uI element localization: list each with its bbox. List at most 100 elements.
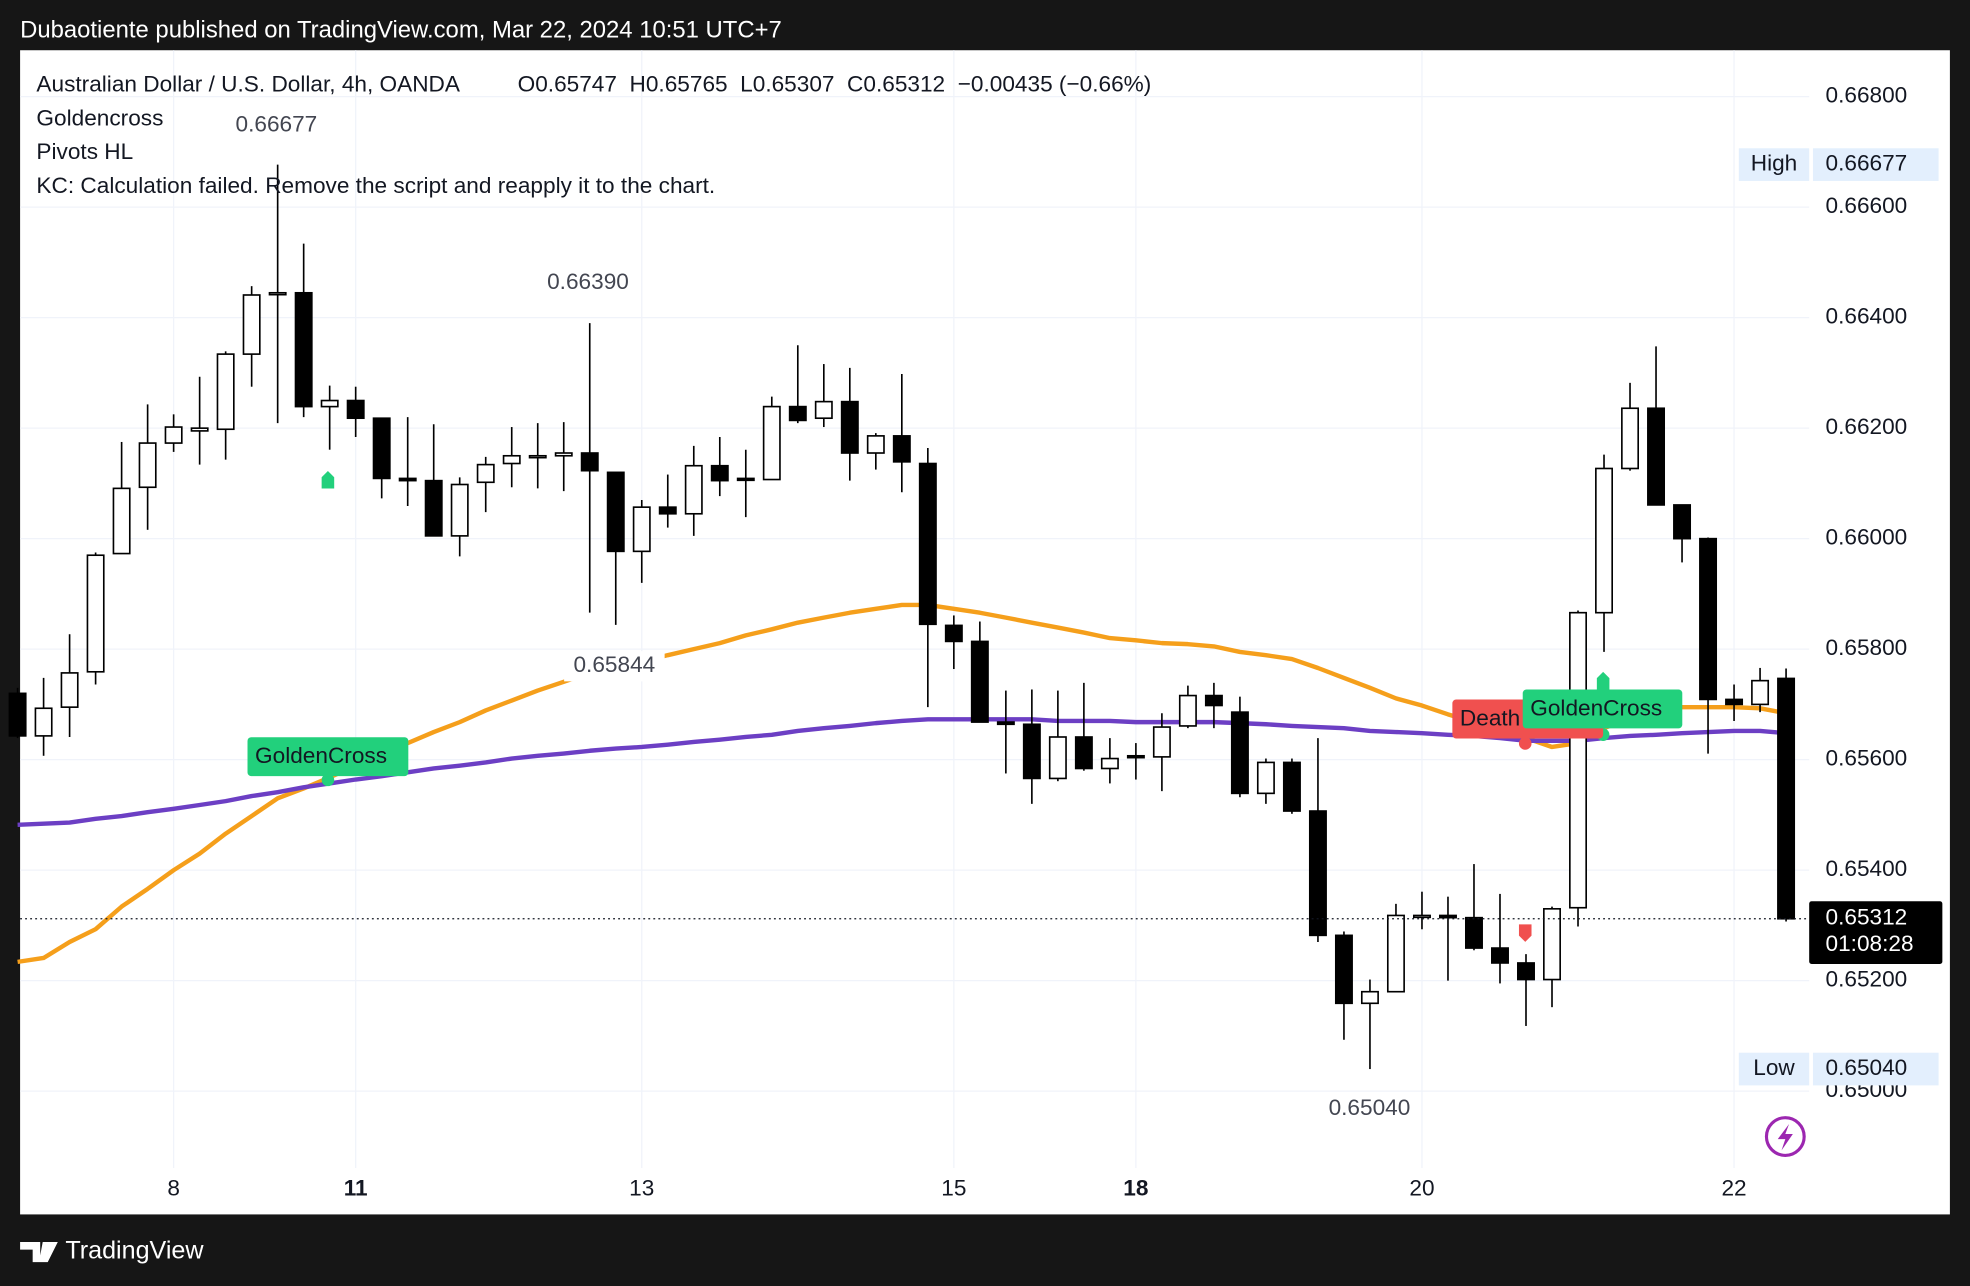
y-tick-label: 0.66000 [1826, 525, 1908, 550]
candle-body [918, 462, 937, 626]
candle-body [970, 640, 989, 723]
lightning-icon[interactable] [1764, 1116, 1806, 1157]
y-tick-label: 0.66200 [1826, 414, 1908, 439]
candle-body [190, 427, 209, 432]
candle-body [164, 426, 183, 444]
chart-pane [20, 50, 1950, 1215]
legend-ohlc: O0.65747 H0.65765 L0.65307 C0.65312 −0.0… [518, 71, 1152, 96]
y-tick-label: 0.65400 [1826, 856, 1908, 881]
candle-body [996, 721, 1015, 726]
candle-body [34, 707, 53, 737]
candle-body [1100, 757, 1119, 770]
candle-body [294, 291, 313, 408]
axis: 0.650000.652000.654000.656000.658000.660… [167, 83, 1943, 1200]
badge-value: 0.66677 [1826, 151, 1908, 176]
badge-name: High [1751, 151, 1798, 176]
candle-body [1647, 407, 1666, 506]
candle-body [892, 435, 911, 463]
candle-body [1751, 679, 1770, 706]
x-tick-label: 13 [629, 1175, 654, 1200]
last-price-bg [1809, 901, 1943, 964]
candle-body [346, 399, 365, 420]
candle-body [1438, 914, 1457, 919]
candles [8, 164, 1796, 1070]
candle-body [1308, 810, 1327, 937]
candle-body [242, 294, 261, 355]
candle-body [1777, 677, 1796, 920]
candle-body [424, 479, 443, 537]
signal-box [247, 737, 409, 777]
candle-body [398, 477, 417, 482]
candle-body [1699, 537, 1718, 701]
badge-value: 0.65040 [1826, 1055, 1908, 1080]
candle-body [1464, 916, 1483, 949]
indicator: Pivots HL [36, 139, 133, 164]
buy-arrow [321, 470, 335, 489]
candle-body [216, 353, 235, 431]
sell-arrow [1518, 924, 1532, 942]
candle-body [1491, 947, 1509, 964]
pivot-label: 0.65040 [1329, 1095, 1411, 1120]
candle-body [840, 400, 859, 454]
candle-body [580, 452, 599, 472]
candle-body [1126, 754, 1145, 759]
x-tick-label: 18 [1123, 1175, 1148, 1200]
cross-dot [321, 773, 335, 787]
grid [20, 50, 1810, 1168]
y-tick-label: 0.66400 [1826, 304, 1908, 329]
candle-body [1230, 711, 1249, 795]
candle-body [1074, 736, 1093, 770]
indicator: Goldencross [36, 105, 163, 130]
candle-body [476, 463, 495, 484]
badge-name-bg [1738, 148, 1810, 181]
candle-body [1282, 761, 1301, 812]
candle-body [1725, 698, 1744, 706]
candle-body [1178, 694, 1197, 727]
candle-body [320, 399, 339, 408]
signal-label: GoldenCross [255, 743, 387, 768]
candle-body [1517, 962, 1535, 981]
pivot-bg [1319, 1094, 1420, 1125]
pivot-label: 0.66677 [236, 112, 318, 137]
candle-body [450, 483, 469, 537]
y-tick-label: 0.66800 [1826, 83, 1908, 108]
candle-body [944, 624, 963, 643]
candle-body [866, 435, 885, 454]
x-tick-label: 8 [167, 1175, 180, 1200]
y-tick-label: 0.66600 [1826, 193, 1908, 218]
candle-body [528, 454, 547, 459]
candle-body [138, 442, 157, 489]
pivot-bg [226, 110, 327, 141]
legend-symbol: Australian Dollar / U.S. Dollar, 4h, OAN… [36, 71, 460, 96]
candle-body [814, 400, 833, 420]
brand: TradingView [65, 1237, 204, 1265]
candle-body [8, 692, 27, 737]
badge-name-bg [1738, 1052, 1810, 1086]
last-price-label: 0.65312 [1826, 905, 1908, 930]
badge-value-bg [1812, 1052, 1939, 1086]
candle-body [1621, 407, 1640, 470]
overlay: 0.66677 0.66390 0.65844 0.65040 GoldenCross D… [20, 110, 1810, 1125]
pivot-bg [564, 651, 665, 682]
candle-body [112, 487, 131, 555]
buy-arrow [1596, 671, 1610, 690]
x-tick-label: 22 [1721, 1175, 1746, 1200]
lightning-bolt [1777, 1123, 1793, 1151]
candle-body [606, 471, 625, 553]
signal-label: Death [1460, 706, 1520, 731]
candle-body [658, 506, 677, 515]
signal-label: GoldenCross [1530, 696, 1662, 721]
candle-body [1256, 761, 1275, 795]
publisher: Dubaotiente published on TradingView.com… [20, 17, 782, 44]
candle-body [268, 291, 287, 296]
cross-dot [1518, 737, 1532, 750]
candle-body [554, 452, 573, 457]
candle-body [372, 417, 391, 480]
y-tick-label: 0.65600 [1826, 746, 1908, 771]
candle-body [1569, 611, 1587, 909]
y-tick-label: 0.65800 [1826, 635, 1908, 660]
brand-logo [20, 1242, 58, 1263]
candle-body [1048, 736, 1067, 780]
candle-body [1412, 914, 1431, 919]
